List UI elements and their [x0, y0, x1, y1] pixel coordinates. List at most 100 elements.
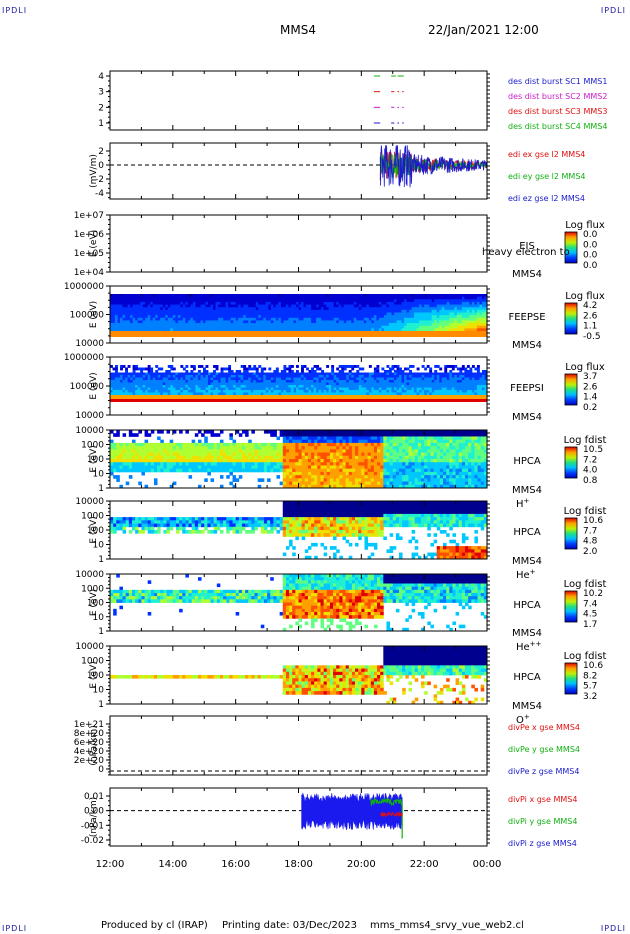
- spectrogram-cell: [373, 294, 377, 298]
- spectrogram-cell: [336, 320, 340, 324]
- spectrogram-cell: [441, 382, 445, 386]
- spectrogram-cell: [441, 312, 445, 316]
- spectrogram-cell: [290, 294, 294, 298]
- spectrogram-cell: [295, 377, 299, 381]
- spectrogram-cell: [314, 484, 318, 489]
- spectrogram-cell: [135, 387, 139, 391]
- spectrogram-cell: [439, 299, 443, 303]
- spectrogram-cell: [313, 312, 317, 316]
- spectrogram-cell: [311, 328, 314, 332]
- spectrogram-cell: [260, 301, 264, 305]
- spectrogram-cell: [276, 468, 281, 473]
- spectrogram-cell: [263, 455, 268, 460]
- spectrogram-cell: [361, 375, 365, 378]
- spectrogram-cell: [150, 385, 154, 388]
- spectrogram-cell: [132, 372, 136, 376]
- spectrogram-cell: [333, 468, 337, 473]
- spectrogram-cell: [424, 320, 428, 324]
- spectrogram-cell: [336, 377, 340, 381]
- spectrogram-cell: [278, 382, 282, 386]
- spectrogram-cell: [392, 468, 397, 473]
- spectrogram-cell: [215, 301, 219, 305]
- spectrogram-cell: [446, 387, 450, 391]
- spectrogram-cell: [368, 312, 372, 316]
- spectrogram-cell: [167, 312, 171, 316]
- spectrogram-cell: [454, 380, 458, 383]
- spectrogram-cell: [338, 380, 342, 383]
- spectrogram-cell: [215, 294, 219, 298]
- spectrogram-cell: [381, 328, 385, 332]
- spectrogram-cell: [275, 380, 279, 383]
- spectrogram-cell: [399, 459, 403, 463]
- spectrogram-cell: [260, 323, 264, 327]
- spectrogram-cell: [314, 465, 318, 470]
- spectrogram-cell: [195, 382, 199, 386]
- spectrogram-cell: [351, 462, 356, 466]
- spectrogram-cell: [273, 390, 277, 393]
- spectrogram-cell: [399, 481, 403, 486]
- spectrogram-cell: [338, 294, 342, 298]
- spectrogram-cell: [273, 465, 277, 470]
- spectrogram-cell: [328, 382, 332, 386]
- spectrogram-cell: [177, 325, 181, 329]
- spectrogram-cell: [461, 312, 465, 316]
- spectrogram-cell: [381, 392, 385, 396]
- spectrogram-cell: [476, 299, 480, 303]
- spectrogram-cell: [326, 304, 330, 308]
- spectrogram-cell: [341, 294, 345, 298]
- spectrogram-cell: [338, 323, 342, 327]
- spectrogram-cell: [112, 387, 116, 391]
- spectrogram-cell: [240, 328, 244, 332]
- spectrogram-cell: [383, 372, 387, 376]
- spectrogram-cell: [414, 375, 418, 378]
- spectrogram-cell: [411, 430, 416, 434]
- spectrogram-cell: [218, 307, 221, 311]
- spectrogram-cell: [238, 299, 242, 303]
- spectrogram-cell: [386, 449, 391, 453]
- spectrogram-cell: [391, 294, 395, 298]
- spectrogram-cell: [411, 301, 415, 305]
- spectrogram-cell: [351, 299, 355, 303]
- spectrogram-cell: [235, 323, 239, 327]
- spectrogram-cell: [255, 315, 259, 319]
- spectrogram-cell: [175, 455, 180, 460]
- spectrogram-cell: [484, 307, 488, 311]
- spectrogram-cell: [241, 430, 246, 434]
- spectrogram-cell: [187, 309, 191, 313]
- spectrogram-cell: [301, 455, 306, 460]
- spectrogram-cell: [426, 320, 430, 324]
- spectrogram-cell: [229, 459, 233, 463]
- spectrogram-cell: [329, 436, 334, 441]
- spectrogram-cell: [230, 380, 234, 383]
- spectrogram-cell: [441, 323, 445, 327]
- spectrogram-cell: [381, 312, 385, 316]
- spectrogram-cell: [190, 380, 194, 383]
- spectrogram-cell: [147, 459, 152, 463]
- spectrogram-cell: [404, 328, 407, 332]
- spectrogram-cell: [301, 468, 306, 473]
- spectrogram-cell: [456, 307, 460, 311]
- spectrogram-cell: [270, 372, 274, 376]
- spectrogram-cell: [150, 465, 155, 470]
- spectrogram-cell: [216, 465, 221, 470]
- spectrogram-cell: [464, 377, 468, 381]
- spectrogram-cell: [172, 317, 176, 321]
- spectrogram-cell: [348, 380, 352, 383]
- spectrogram-cell: [331, 301, 335, 305]
- spectrogram-cell: [245, 296, 249, 300]
- spectrogram-cell: [323, 392, 327, 396]
- spectrogram-cell: [451, 312, 455, 316]
- spectrogram-cell: [225, 385, 229, 388]
- spectrogram-cell: [210, 299, 214, 303]
- spectrogram-cell: [165, 301, 169, 305]
- spectrogram-cell: [263, 462, 268, 466]
- spectrogram-cell: [117, 328, 121, 332]
- spectrogram-cell: [338, 328, 342, 332]
- spectrogram-cell: [298, 309, 302, 313]
- spectrogram-cell: [308, 312, 312, 316]
- spectrogram-cell: [343, 377, 347, 381]
- spectrogram-cell: [285, 439, 290, 444]
- spectrogram-cell: [381, 325, 385, 329]
- spectrogram-cell: [175, 375, 179, 378]
